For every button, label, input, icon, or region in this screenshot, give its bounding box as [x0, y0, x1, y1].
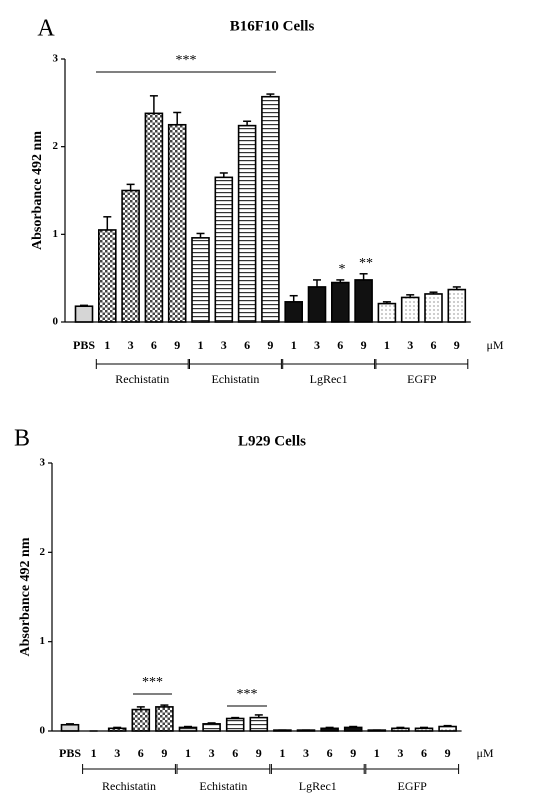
bar: [447, 288, 467, 323]
significance-label: ***: [176, 53, 197, 68]
significance-label: *: [339, 262, 346, 277]
x-tick-label: 3: [397, 746, 403, 760]
significance-label: ***: [237, 687, 258, 702]
x-tick-label: 1: [185, 746, 191, 760]
chart-title: B16F10 Cells: [230, 18, 315, 34]
bar: [214, 176, 234, 323]
bar: [354, 279, 373, 323]
bar: [400, 296, 420, 323]
bar: [98, 229, 117, 323]
x-tick-label: 9: [256, 746, 262, 760]
group-label: LgRec1: [299, 779, 337, 793]
bar: [74, 305, 94, 323]
bar: [131, 708, 151, 732]
x-tick-label: 6: [138, 746, 144, 760]
x-tick-label: 9: [350, 746, 356, 760]
bar: [167, 123, 187, 323]
x-tick-label: 9: [161, 746, 167, 760]
group-label: Rechistatin: [115, 372, 169, 386]
y-tick-label: 3: [53, 53, 59, 65]
x-tick-label: 9: [174, 338, 180, 352]
bar: [424, 293, 443, 323]
x-tick-label: 9: [361, 338, 367, 352]
unit-label: μM: [476, 746, 493, 760]
x-tick-label: 6: [151, 338, 157, 352]
bar: [261, 95, 280, 323]
x-tick-label: 3: [209, 746, 215, 760]
bar: [307, 286, 327, 323]
y-axis-label: Absorbance 492 nm: [18, 537, 33, 656]
chart-title: L929 Cells: [238, 433, 306, 449]
bar: [330, 281, 350, 323]
y-axis-label: Absorbance 492 nm: [30, 131, 45, 250]
y-tick-label: 0: [40, 725, 46, 737]
x-tick-label: 1: [384, 338, 390, 352]
y-tick-label: 1: [40, 635, 46, 647]
x-tick-label: 6: [431, 338, 437, 352]
y-tick-label: 0: [53, 316, 59, 328]
bar: [284, 301, 304, 323]
x-tick-label: 3: [128, 338, 134, 352]
bar: [237, 124, 257, 323]
group-label: LgRec1: [310, 372, 348, 386]
x-tick-label: 6: [327, 746, 333, 760]
bar: [202, 723, 221, 732]
x-tick-label: 3: [221, 338, 227, 352]
x-tick-label: 9: [267, 338, 273, 352]
bar: [144, 112, 164, 323]
significance-label: **: [359, 256, 373, 271]
x-tick-label: 1: [198, 338, 204, 352]
bar: [60, 723, 80, 732]
bar: [249, 716, 269, 732]
x-tick-label: PBS: [59, 746, 81, 760]
y-tick-label: 3: [40, 457, 46, 469]
group-label: Rechistatin: [102, 779, 156, 793]
y-tick-label: 2: [40, 546, 46, 558]
x-tick-label: 1: [279, 746, 285, 760]
bar: [155, 706, 174, 732]
group-label: Echistatin: [199, 779, 247, 793]
bar: [377, 302, 397, 323]
group-label: Echistatin: [211, 372, 259, 386]
x-tick-label: 1: [291, 338, 297, 352]
x-tick-label: 3: [314, 338, 320, 352]
unit-label: μM: [486, 338, 503, 352]
bar: [438, 725, 457, 732]
bar: [121, 189, 140, 323]
x-tick-label: 6: [232, 746, 238, 760]
x-tick-label: 1: [374, 746, 380, 760]
bar: [191, 237, 210, 323]
y-tick-label: 2: [53, 140, 59, 152]
x-tick-label: 9: [454, 338, 460, 352]
x-tick-label: 3: [114, 746, 120, 760]
x-tick-label: 3: [303, 746, 309, 760]
x-tick-label: 6: [244, 338, 250, 352]
panel-letter: B: [14, 426, 30, 452]
x-tick-label: 3: [407, 338, 413, 352]
group-label: EGFP: [398, 779, 428, 793]
x-tick-label: 9: [445, 746, 451, 760]
bar: [225, 717, 245, 732]
panel-letter: A: [37, 16, 55, 42]
x-tick-label: PBS: [73, 338, 95, 352]
x-tick-label: 1: [104, 338, 110, 352]
x-tick-label: 1: [91, 746, 97, 760]
x-tick-label: 6: [421, 746, 427, 760]
y-tick-label: 1: [53, 228, 59, 240]
group-label: EGFP: [407, 372, 437, 386]
significance-label: ***: [142, 675, 163, 690]
x-tick-label: 6: [337, 338, 343, 352]
